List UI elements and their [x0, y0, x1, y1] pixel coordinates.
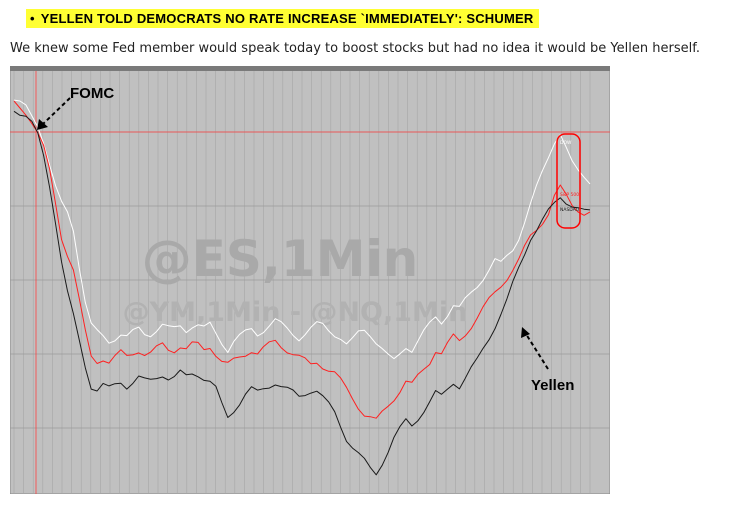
- watermark-primary: @ES,1Min: [142, 230, 418, 288]
- headline-container: • YELLEN TOLD DEMOCRATS NO RATE INCREASE …: [26, 8, 540, 28]
- headline-bullet: •: [30, 11, 35, 26]
- annotation-arrowhead-yellen: [521, 327, 530, 338]
- legend-label-1: S&P 500: [560, 192, 579, 198]
- series-line-2: [13, 110, 591, 476]
- annotation-arrow-fomc: [42, 97, 71, 125]
- watermark-secondary: @YM,1Min - @NQ,1Min: [123, 297, 468, 328]
- headline: • YELLEN TOLD DEMOCRATS NO RATE INCREASE …: [26, 9, 540, 28]
- headline-text: YELLEN TOLD DEMOCRATS NO RATE INCREASE `…: [40, 11, 534, 26]
- legend-label-0: DOW: [560, 140, 572, 146]
- chart-grid: [10, 71, 610, 494]
- price-chart: @ES,1Min @YM,1Min - @NQ,1Min FOMCYellen …: [10, 66, 610, 494]
- chart-header-bar: [10, 66, 610, 71]
- series-line-0: [13, 99, 591, 360]
- legend-layer: DOW S&P 500 NASDAQ: [560, 140, 580, 213]
- series-layer: [13, 99, 591, 476]
- legend-highlight-box: [556, 133, 581, 229]
- annotation-label-yellen: Yellen: [531, 377, 574, 394]
- series-line-1: [13, 100, 591, 419]
- annotation-arrowhead-fomc: [37, 119, 48, 130]
- annotation-label-fomc: FOMC: [70, 85, 114, 102]
- article-subtext: We knew some Fed member would speak toda…: [10, 41, 700, 56]
- legend-label-2: NASDAQ: [560, 207, 580, 213]
- annotations-layer: FOMC Yellen: [37, 85, 574, 394]
